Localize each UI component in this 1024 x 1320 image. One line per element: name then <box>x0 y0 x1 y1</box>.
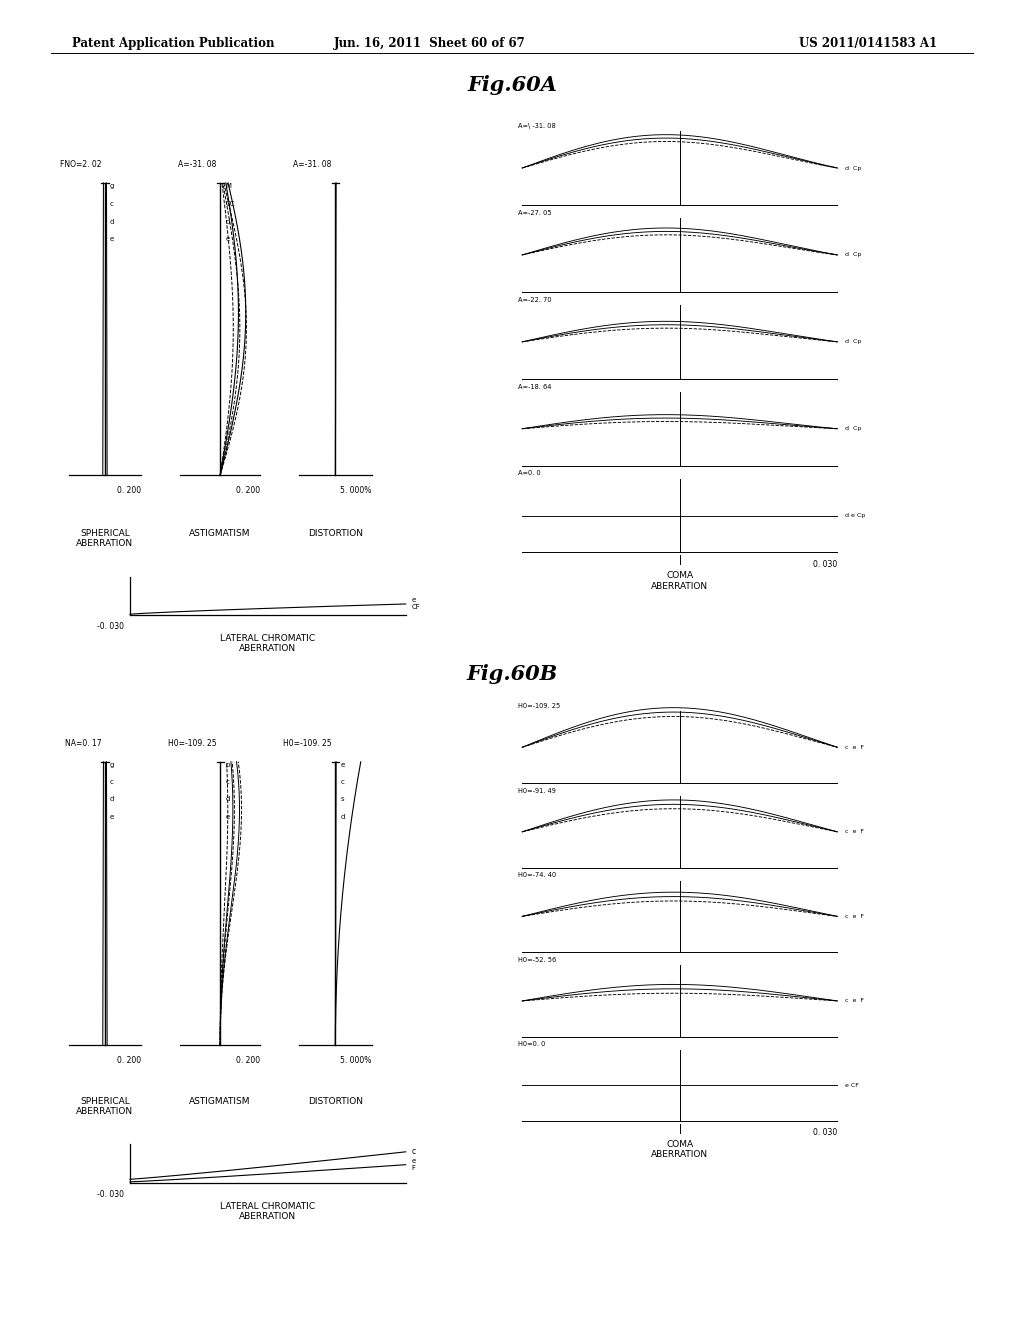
Text: H0=-109. 25: H0=-109. 25 <box>283 739 332 748</box>
Text: COMA
ABERRATION: COMA ABERRATION <box>651 572 709 591</box>
Text: COMA
ABERRATION: COMA ABERRATION <box>651 1139 709 1159</box>
Text: SPHERICAL
ABERRATION: SPHERICAL ABERRATION <box>77 1097 133 1117</box>
Text: A=-22. 70: A=-22. 70 <box>518 297 552 302</box>
Text: H0=-109. 25: H0=-109. 25 <box>518 704 560 709</box>
Text: e: e <box>340 762 345 768</box>
Text: e
CF: e CF <box>412 598 420 610</box>
Text: d: d <box>110 796 115 803</box>
Text: c  e  F: c e F <box>845 829 864 834</box>
Text: H0=-52. 56: H0=-52. 56 <box>518 957 557 962</box>
Text: d: d <box>225 219 229 224</box>
Text: c: c <box>225 779 229 785</box>
Text: DISTORTION: DISTORTION <box>308 528 362 537</box>
Text: c: c <box>110 201 114 207</box>
Text: 0. 030: 0. 030 <box>813 560 838 569</box>
Text: CC: CC <box>225 201 234 207</box>
Text: c: c <box>110 779 114 785</box>
Text: A=0. 0: A=0. 0 <box>518 470 541 477</box>
Text: LATERAL CHROMATIC
ABERRATION: LATERAL CHROMATIC ABERRATION <box>220 1201 315 1221</box>
Text: H0=-91. 49: H0=-91. 49 <box>518 788 556 793</box>
Text: 5. 000%: 5. 000% <box>340 486 372 495</box>
Text: s: s <box>340 796 344 803</box>
Text: d  Cp: d Cp <box>845 165 861 170</box>
Text: ASTIGMATISM: ASTIGMATISM <box>189 528 251 537</box>
Text: A=-31. 08: A=-31. 08 <box>293 160 332 169</box>
Text: d: d <box>340 813 345 820</box>
Text: A=-31. 08: A=-31. 08 <box>178 160 216 169</box>
Text: c: c <box>340 779 344 785</box>
Text: FNO=2. 02: FNO=2. 02 <box>59 160 101 169</box>
Text: d  Cp: d Cp <box>845 339 861 345</box>
Text: US 2011/0141583 A1: US 2011/0141583 A1 <box>799 37 937 50</box>
Text: e: e <box>110 813 115 820</box>
Text: c  e  F: c e F <box>845 744 864 750</box>
Text: ASTIGMATISM: ASTIGMATISM <box>189 1097 251 1106</box>
Text: DISTORTION: DISTORTION <box>308 1097 362 1106</box>
Text: A=-27. 05: A=-27. 05 <box>518 210 552 215</box>
Text: 5. 000%: 5. 000% <box>340 1056 372 1064</box>
Text: c: c <box>412 1147 416 1156</box>
Text: M: M <box>225 183 231 189</box>
Text: 0. 030: 0. 030 <box>813 1129 838 1138</box>
Text: LATERAL CHROMATIC
ABERRATION: LATERAL CHROMATIC ABERRATION <box>220 634 315 653</box>
Text: Fig.60A: Fig.60A <box>467 75 557 95</box>
Text: 0. 200: 0. 200 <box>117 1056 141 1064</box>
Text: p: p <box>225 762 229 768</box>
Text: g: g <box>110 762 115 768</box>
Text: e
F: e F <box>412 1158 416 1171</box>
Text: e: e <box>225 813 229 820</box>
Text: SPHERICAL
ABERRATION: SPHERICAL ABERRATION <box>77 528 133 548</box>
Text: H0=-74. 40: H0=-74. 40 <box>518 873 557 878</box>
Text: d e Cp: d e Cp <box>845 513 865 519</box>
Text: d: d <box>110 219 115 224</box>
Text: c  e  F: c e F <box>845 913 864 919</box>
Text: g: g <box>110 183 115 189</box>
Text: Fig.60B: Fig.60B <box>466 664 558 684</box>
Text: e CF: e CF <box>845 1082 859 1088</box>
Text: -0. 030: -0. 030 <box>97 622 125 631</box>
Text: A=\ -31. 08: A=\ -31. 08 <box>518 123 556 129</box>
Text: 0. 200: 0. 200 <box>117 486 141 495</box>
Text: e: e <box>110 236 115 243</box>
Text: 0. 200: 0. 200 <box>237 486 260 495</box>
Text: H0=0. 0: H0=0. 0 <box>518 1041 546 1047</box>
Text: d: d <box>225 796 229 803</box>
Text: H0=-109. 25: H0=-109. 25 <box>168 739 216 748</box>
Text: Jun. 16, 2011  Sheet 60 of 67: Jun. 16, 2011 Sheet 60 of 67 <box>334 37 526 50</box>
Text: 0. 200: 0. 200 <box>237 1056 260 1064</box>
Text: d  Cp: d Cp <box>845 252 861 257</box>
Text: e: e <box>225 236 229 243</box>
Text: Patent Application Publication: Patent Application Publication <box>72 37 274 50</box>
Text: NA=0. 17: NA=0. 17 <box>65 739 101 748</box>
Text: A=-18. 64: A=-18. 64 <box>518 384 552 389</box>
Text: d  Cp: d Cp <box>845 426 861 432</box>
Text: c  e  F: c e F <box>845 998 864 1003</box>
Text: -0. 030: -0. 030 <box>97 1189 125 1199</box>
